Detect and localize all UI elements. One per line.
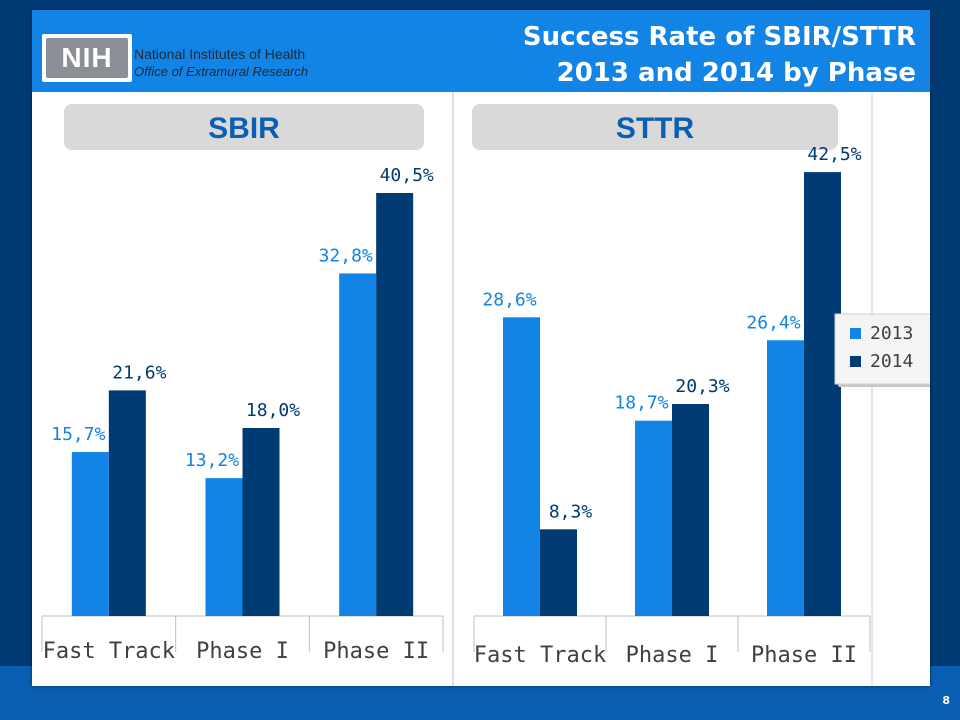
org-name: National Institutes of Health [134, 46, 306, 62]
sbir-bar-2013-phase-i [205, 478, 243, 616]
sttr-data-label: 28,6% [482, 289, 536, 310]
sbir-bar-2014-phase-ii [376, 193, 414, 616]
sbir-data-label: 15,7% [51, 424, 105, 445]
legend-swatch-2014 [850, 356, 861, 367]
sbir-category-label: Fast Track [43, 639, 175, 664]
sbir-data-label: 13,2% [185, 450, 239, 471]
sttr-data-label: 20,3% [675, 376, 729, 397]
title-band [32, 10, 930, 92]
sttr-category-label: Phase II [751, 643, 857, 668]
sttr-panel-label: STTR [616, 112, 695, 145]
org-subtitle: Office of Extramural Research [134, 64, 309, 79]
sttr-category-label: Fast Track [474, 643, 606, 668]
nih-logo-text: NIH [46, 38, 128, 78]
sttr-bar-2013-fast-track [503, 317, 540, 616]
legend-label-2014: 2014 [870, 351, 913, 372]
legend-label-2013: 2013 [870, 323, 913, 344]
nih-logo: NIH [42, 34, 132, 82]
sttr-data-label: 26,4% [746, 312, 800, 333]
sttr-panel-label-bg [472, 104, 838, 150]
sttr-data-label: 18,7% [614, 393, 668, 414]
sttr-bar-2014-fast-track [540, 529, 577, 616]
sbir-data-label: 32,8% [319, 245, 373, 266]
slide-title-line-2: 2013 and 2014 by Phase [556, 58, 916, 88]
sttr-bar-2013-phase-ii [767, 340, 804, 616]
sttr-data-label: 42,5% [807, 144, 861, 165]
legend-swatch-2013 [850, 328, 861, 339]
sttr-bar-2014-phase-ii [804, 172, 841, 616]
sbir-category-label: Phase II [323, 639, 429, 664]
sbir-bar-2013-phase-ii [339, 273, 377, 616]
sbir-data-label: 18,0% [246, 400, 300, 421]
sttr-data-label: 8,3% [549, 501, 593, 522]
sbir-bar-2014-phase-i [242, 428, 280, 616]
sbir-bar-2014-fast-track [108, 390, 146, 616]
sbir-data-label: 21,6% [112, 362, 166, 383]
sbir-panel-label-bg [64, 104, 424, 150]
sbir-data-label: 40,5% [380, 165, 434, 186]
sttr-category-label: Phase I [626, 643, 719, 668]
charts-svg: SBIR 15,7% 21,6% Fast Track 13,2% 18,0% Phase … [41, 92, 930, 686]
slide-title-line-1: Success Rate of SBIR/STTR [522, 22, 916, 52]
sbir-category-label: Phase I [196, 639, 289, 664]
legend-box [834, 313, 930, 385]
slide-number: 8 [942, 694, 950, 707]
sttr-bar-2014-phase-i [672, 403, 709, 616]
sbir-panel-label: SBIR [208, 112, 280, 145]
sbir-bar-2013-fast-track [71, 452, 109, 616]
sttr-bar-2013-phase-i [635, 420, 672, 616]
